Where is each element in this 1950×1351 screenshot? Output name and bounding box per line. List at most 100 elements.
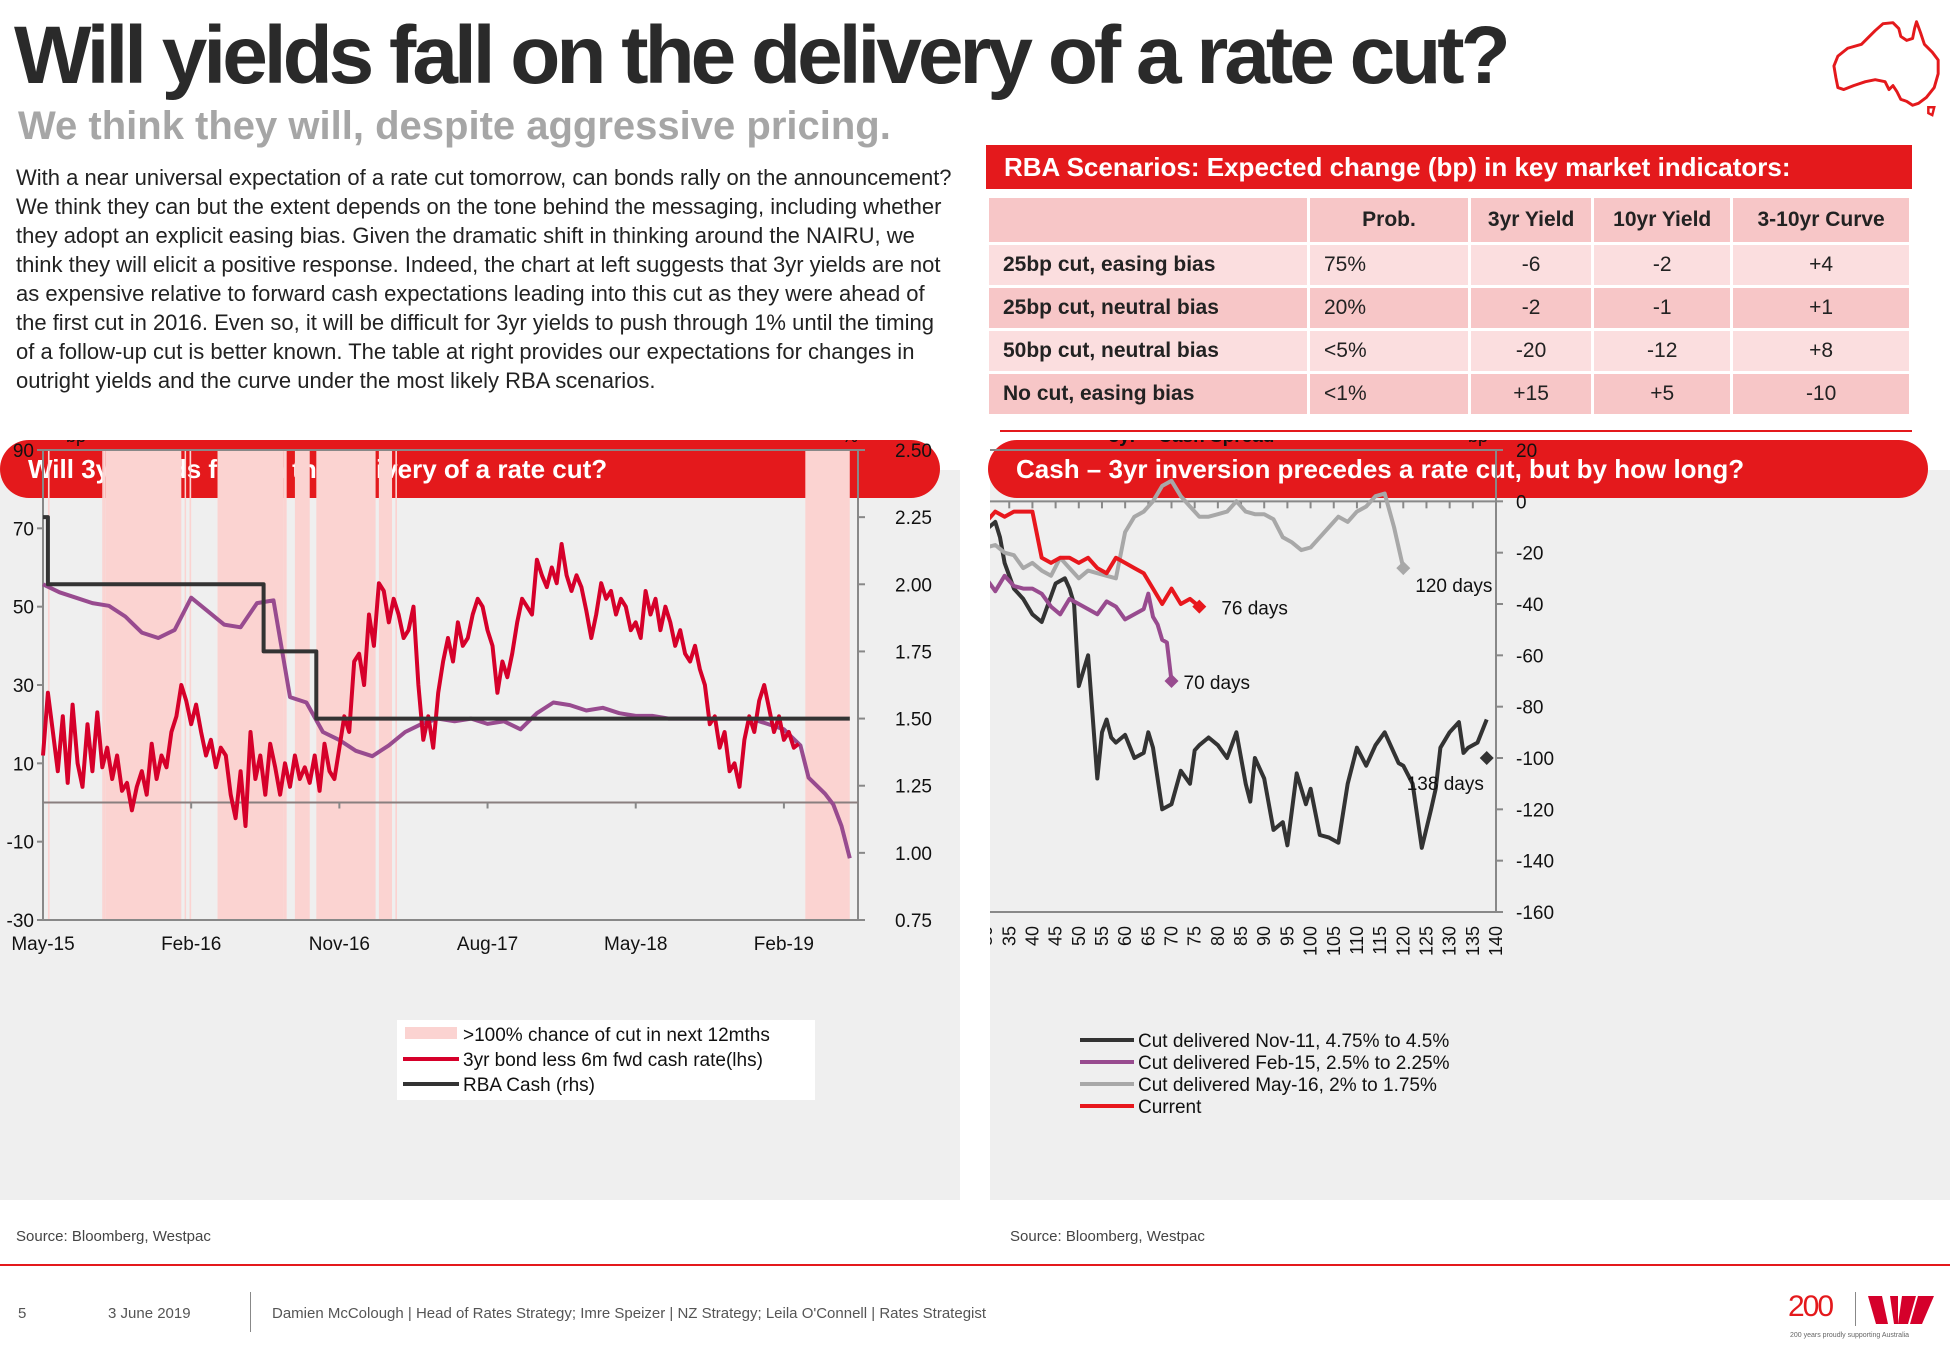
table-cell: 50bp cut, neutral bias [989, 331, 1307, 371]
table-header-row: Prob. 3yr Yield 10yr Yield 3-10yr Curve [989, 198, 1909, 242]
shaded-period [184, 450, 187, 920]
y-tick-label-right: 1.00 [895, 844, 932, 865]
x-tick-label: 35 [999, 926, 1019, 946]
table-cell: <5% [1310, 331, 1468, 371]
series-group [41, 515, 852, 859]
scenario-table-title: RBA Scenarios: Expected change (bp) in k… [986, 145, 1912, 189]
table-header [989, 198, 1307, 242]
x-tick-label: 100 [1301, 926, 1321, 956]
axis-labels: 202000-20-20-40-40-60-60-80-80-100-100-1… [990, 440, 1554, 956]
x-tick-label: 135 [1463, 926, 1483, 956]
x-tick-label: 60 [1115, 926, 1135, 946]
left-chart-source: Source: Bloomberg, Westpac [16, 1228, 211, 1245]
table-header: 3-10yr Curve [1733, 198, 1909, 242]
chart-title: 3yr – Cash Spread [1109, 440, 1275, 447]
x-tick-label: May-18 [604, 934, 667, 955]
end-marker [1164, 674, 1179, 688]
x-tick-label: 65 [1138, 926, 1158, 946]
series-line-0 [990, 519, 1489, 850]
x-tick-label: 50 [1069, 926, 1089, 946]
table-cell: -2 [1471, 288, 1592, 328]
page-subtitle: We think they will, despite aggressive p… [18, 104, 891, 148]
y-tick-label-right: -20 [1516, 544, 1543, 565]
y-tick-label-right: 2.25 [895, 508, 932, 529]
right-chart: 202000-20-20-40-40-60-60-80-80-100-100-1… [990, 440, 1554, 1118]
series-line-3 [990, 509, 1201, 609]
y-tick-label-right: 1.50 [895, 710, 932, 731]
footer-authors: Damien McColough | Head of Rates Strateg… [272, 1305, 987, 1322]
legend-label: 3yr bond less 6m fwd cash rate(lhs) [463, 1050, 763, 1071]
legend-label: RBA Cash (rhs) [463, 1075, 595, 1096]
table-cell: -6 [1471, 245, 1592, 285]
intro-paragraph: With a near universal expectation of a r… [16, 165, 952, 393]
right-axis-unit: bp [1468, 440, 1488, 446]
shaded-period [47, 450, 50, 920]
left-chart: 90 70 50 30 10 -10 -30 2.50 2.25 2.00 1.75 1.50 1.25… [7, 440, 932, 1100]
table-header: Prob. [1310, 198, 1468, 242]
series-line-1 [42, 582, 852, 859]
x-tick-label: 75 [1185, 926, 1205, 946]
y-tick-label-right: -140 [1516, 852, 1554, 873]
table-cell: <1% [1310, 374, 1468, 414]
x-tick-label: Aug-17 [457, 934, 518, 955]
legend-label: >100% chance of cut in next 12mths [463, 1025, 770, 1046]
y-tick-label-right: 0.75 [895, 911, 932, 932]
y-tick-label-left: -30 [7, 911, 34, 932]
shaded-period [283, 450, 287, 920]
shaded-period [316, 450, 376, 920]
x-tick-label: 45 [1046, 926, 1066, 946]
scenario-table: Prob. 3yr Yield 10yr Yield 3-10yr Curve … [986, 195, 1912, 417]
x-tick-label: 110 [1347, 926, 1367, 955]
table-cell: +5 [1594, 374, 1731, 414]
page-number: 5 [18, 1305, 27, 1322]
legend-label: Cut delivered Nov-11, 4.75% to 4.5% [1138, 1031, 1449, 1052]
legend-box [397, 1020, 815, 1100]
x-tick-label: Feb-19 [754, 934, 814, 955]
y-tick-label-right: -40 [1516, 595, 1543, 616]
table-cell: -20 [1471, 331, 1592, 371]
x-tick-label: May-15 [11, 934, 74, 955]
table-cell: 25bp cut, easing bias [989, 245, 1307, 285]
end-annotation: 70 days [1184, 673, 1251, 694]
right-axis-unit: % [842, 440, 858, 446]
shaded-period [805, 450, 850, 920]
table-cell: -2 [1594, 245, 1731, 285]
table-cell: +15 [1471, 374, 1592, 414]
x-tick-label: 105 [1324, 926, 1344, 956]
x-tick-label: Nov-16 [309, 934, 370, 955]
shaded-period [189, 450, 192, 920]
footer-separator [250, 1292, 251, 1332]
end-marker [1396, 561, 1411, 576]
shaded-period [103, 450, 106, 920]
y-tick-label-right: -120 [1516, 800, 1554, 821]
divider [1000, 430, 1912, 432]
end-marker [1479, 751, 1494, 765]
table-header: 3yr Yield [1471, 198, 1592, 242]
y-tick-label-right: 2.50 [895, 441, 932, 462]
table-cell: -1 [1594, 288, 1731, 328]
logo-separator [1855, 1292, 1856, 1326]
series-line-2 [990, 478, 1406, 581]
x-tick-label: 55 [1092, 926, 1112, 946]
y-tick-label-right: 0 [1516, 492, 1527, 513]
series-line-0 [41, 542, 800, 828]
x-tick-label: 120 [1393, 926, 1413, 956]
x-tick-label: 85 [1231, 926, 1251, 946]
y-tick-label-right: -80 [1516, 698, 1543, 719]
y-tick-label-right: -100 [1516, 749, 1554, 770]
table-row: 25bp cut, easing bias 75% -6 -2 +4 [989, 245, 1909, 285]
logo-tagline: 200 years proudly supporting Australia [1790, 1332, 1910, 1339]
y-tick-label-left: 70 [13, 519, 34, 540]
table-cell: +8 [1733, 331, 1909, 371]
x-tick-label: 115 [1370, 926, 1390, 955]
x-tick-label: 125 [1416, 926, 1436, 956]
end-annotation: 120 days [1415, 576, 1492, 597]
table-cell: -12 [1594, 331, 1731, 371]
x-tick-label: 30 [990, 926, 996, 946]
series-group [990, 478, 1494, 850]
footer-divider [0, 1264, 1950, 1266]
x-tick-label: 130 [1440, 926, 1460, 956]
y-tick-label-left: 30 [13, 676, 34, 697]
table-row: 50bp cut, neutral bias <5% -20 -12 +8 [989, 331, 1909, 371]
table-cell: No cut, easing bias [989, 374, 1307, 414]
